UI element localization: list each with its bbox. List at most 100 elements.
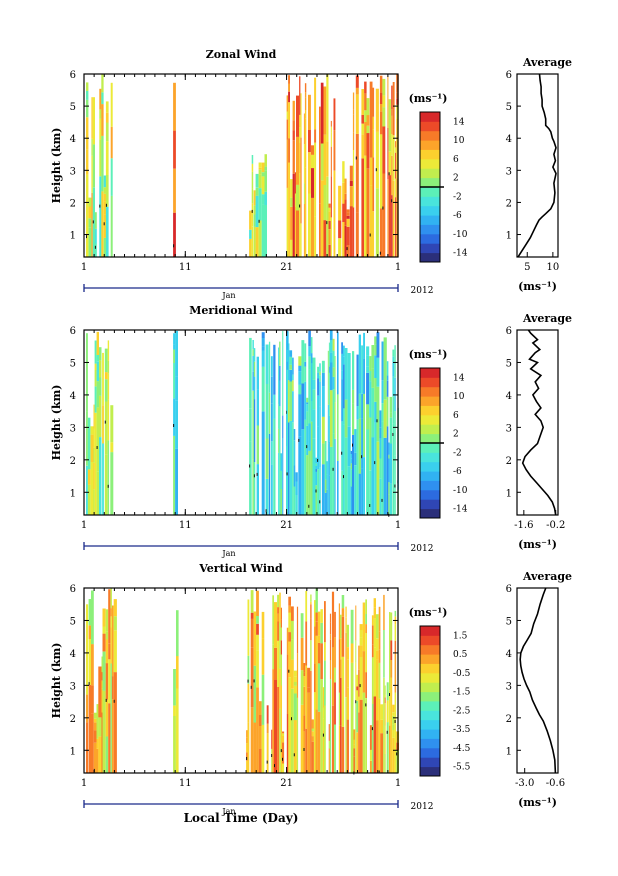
data-column — [86, 465, 88, 515]
avg-y-tick-label: 5 — [506, 616, 512, 627]
data-column — [369, 157, 373, 186]
data-column — [365, 672, 367, 698]
data-column — [94, 363, 97, 370]
data-column — [362, 602, 366, 652]
data-column — [315, 588, 318, 613]
data-column — [256, 464, 259, 515]
year-label: 2012 — [411, 286, 434, 296]
data-column — [358, 669, 360, 697]
data-column — [278, 347, 280, 405]
data-column — [113, 630, 117, 673]
data-column — [376, 720, 379, 773]
data-column — [366, 346, 370, 356]
data-column — [301, 429, 305, 515]
data-column — [323, 86, 327, 135]
data-column — [271, 744, 273, 749]
data-column — [379, 438, 382, 459]
data-column — [384, 697, 386, 703]
data-column — [91, 192, 93, 257]
data-column — [366, 98, 370, 116]
noise-mark — [103, 222, 105, 226]
noise-mark — [369, 504, 371, 507]
data-column — [173, 82, 176, 131]
data-column — [96, 407, 99, 472]
data-column — [272, 669, 274, 773]
data-column — [173, 669, 176, 706]
data-column — [261, 176, 265, 195]
data-column — [371, 657, 374, 704]
data-column — [90, 461, 94, 515]
data-column — [329, 390, 333, 447]
data-column — [384, 703, 386, 726]
data-column — [315, 621, 318, 636]
noise-mark — [369, 233, 371, 237]
data-column — [308, 346, 311, 357]
data-column — [392, 376, 395, 397]
data-column — [345, 606, 347, 618]
data-column — [392, 82, 395, 136]
y-axis-label: Height (km) — [50, 643, 63, 719]
colorbar-bin — [420, 130, 440, 141]
data-column — [378, 649, 381, 663]
data-column — [375, 88, 379, 132]
data-column — [320, 180, 324, 257]
data-column — [395, 168, 397, 179]
y-tick-label: 1 — [70, 746, 76, 757]
month-label: Jan — [221, 549, 235, 558]
data-column — [253, 611, 257, 666]
data-column — [300, 187, 302, 224]
data-column — [107, 373, 110, 400]
data-column — [330, 217, 332, 257]
data-column — [350, 454, 352, 459]
data-column — [366, 133, 370, 169]
data-column — [253, 214, 256, 227]
data-column — [86, 694, 89, 723]
data-column — [247, 683, 250, 723]
data-column — [173, 716, 176, 773]
colorbar-bin — [420, 489, 440, 500]
data-column — [290, 207, 293, 240]
data-column — [298, 436, 302, 515]
data-column — [94, 212, 97, 229]
data-column — [293, 429, 296, 441]
data-column — [356, 405, 359, 420]
data-column — [288, 677, 291, 773]
data-column — [310, 337, 313, 346]
data-column — [350, 463, 352, 470]
avg-x-tick-label: -0.2 — [546, 520, 565, 531]
data-column — [328, 211, 331, 221]
data-column — [314, 692, 316, 773]
data-column — [358, 334, 361, 394]
data-column — [264, 166, 267, 171]
data-column — [102, 443, 104, 515]
data-column — [249, 239, 252, 257]
average-x-label: (ms⁻¹) — [518, 796, 557, 809]
data-column — [332, 433, 335, 515]
data-column — [293, 685, 297, 694]
data-column — [253, 361, 256, 377]
data-column — [319, 381, 321, 407]
data-column — [365, 599, 367, 614]
data-column — [333, 98, 336, 131]
data-column — [317, 378, 320, 396]
data-column — [306, 455, 309, 515]
colorbar-bin — [420, 747, 440, 758]
data-column — [90, 426, 94, 435]
data-column — [103, 175, 106, 188]
avg-x-tick-label: 10 — [547, 262, 560, 273]
data-column — [286, 369, 288, 393]
data-column — [300, 137, 302, 188]
data-column — [256, 634, 259, 651]
data-column — [356, 700, 359, 733]
data-column — [304, 366, 307, 382]
data-column — [361, 123, 364, 135]
colorbar-bin — [420, 405, 440, 416]
colorbar-bin — [420, 112, 440, 122]
data-column — [334, 724, 336, 773]
avg-y-tick-label: 4 — [506, 649, 512, 660]
data-column — [346, 226, 350, 246]
x-tick-label: 1 — [395, 520, 401, 531]
data-column — [289, 364, 293, 370]
data-column — [310, 353, 313, 364]
